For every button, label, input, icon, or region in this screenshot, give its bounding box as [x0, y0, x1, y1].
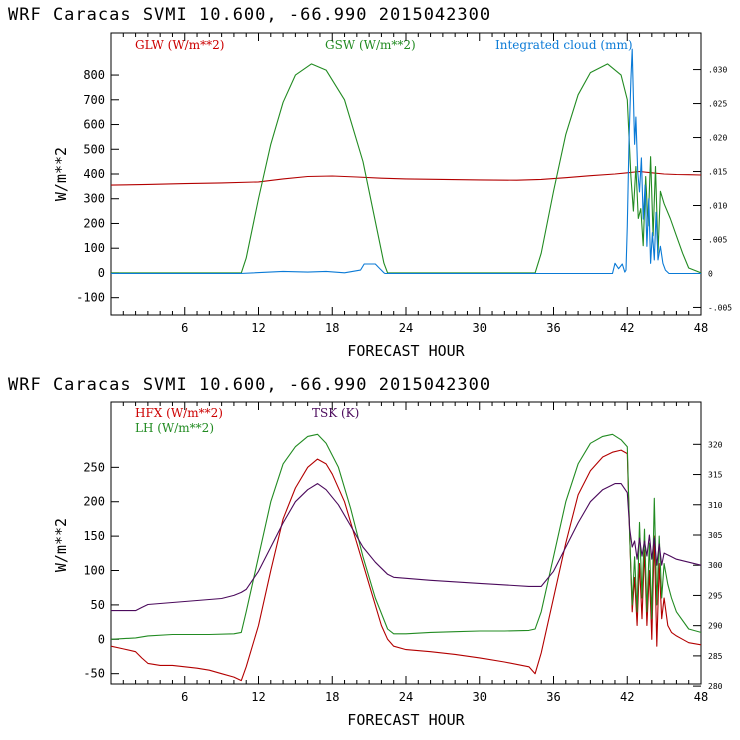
y2-tick-label: .005 — [708, 235, 727, 244]
x-tick-label: 18 — [325, 321, 339, 335]
y2-tick-label: 295 — [708, 591, 723, 600]
y2-tick-label: 305 — [708, 531, 723, 540]
panel1-ylabel: W/m**2 — [52, 147, 70, 201]
series-glw-line — [111, 170, 701, 186]
legend-entry: LH (W/m**2) — [135, 421, 214, 435]
panel2-title: WRF Caracas SVMI 10.600, -66.990 2015042… — [8, 375, 491, 395]
y2-tick-label: .030 — [708, 66, 727, 75]
y2-tick-label: 290 — [708, 622, 723, 631]
x-tick-label: 12 — [251, 690, 265, 704]
y-tick-label: 0 — [98, 266, 105, 280]
y2-tick-label: 315 — [708, 471, 723, 480]
x-tick-label: 30 — [473, 321, 487, 335]
y-tick-label: 400 — [83, 167, 105, 181]
x-tick-label: 12 — [251, 321, 265, 335]
y-tick-label: 200 — [83, 216, 105, 230]
x-tick-label: 6 — [181, 321, 188, 335]
y-tick-label: 250 — [83, 460, 105, 474]
series-tsk-line — [111, 483, 701, 612]
y-tick-label: -100 — [76, 291, 105, 305]
y-tick-label: 50 — [91, 598, 105, 612]
panel1-legend: GLW (W/m**2) GSW (W/m**2) Integrated cloud… — [135, 38, 633, 52]
y2-tick-label: 310 — [708, 501, 723, 510]
panel2-ylabel: W/m**2 — [52, 518, 70, 572]
legend-entry: GSW (W/m**2) — [325, 38, 416, 52]
y2-tick-label: 320 — [708, 440, 723, 449]
panel2-frame — [110, 401, 702, 685]
panel2-ticks: 6 12 18 24 30 36 42 48 -50 0 50 100 150 200 250 280 285 2… — [83, 402, 723, 704]
y2-tick-label: 300 — [708, 561, 723, 570]
y-tick-label: 600 — [83, 118, 105, 132]
panel2-series — [111, 433, 701, 682]
x-tick-label: 24 — [399, 690, 413, 704]
y2-tick-label: 285 — [708, 652, 723, 661]
legend-entry: GLW (W/m**2) — [135, 38, 224, 52]
x-tick-label: 24 — [399, 321, 413, 335]
panel2-legend: HFX (W/m**2)LH (W/m**2) TSK (K) — [135, 406, 359, 435]
x-tick-label: 36 — [546, 690, 560, 704]
series-lh-line — [111, 433, 701, 640]
x-tick-label: 30 — [473, 690, 487, 704]
y-tick-label: 500 — [83, 142, 105, 156]
y2-tick-label: 0 — [708, 269, 713, 278]
y2-tick-label: 280 — [708, 682, 723, 691]
y-tick-label: -50 — [83, 667, 105, 681]
y2-tick-label: .025 — [708, 100, 727, 109]
series-integrated-line — [111, 48, 701, 275]
panel1-title: WRF Caracas SVMI 10.600, -66.990 2015042… — [8, 5, 491, 25]
x-tick-label: 18 — [325, 690, 339, 704]
panel1-series — [111, 48, 701, 275]
legend-entry: HFX (W/m**2) — [135, 406, 223, 420]
y2-tick-label: .010 — [708, 202, 727, 211]
x-tick-label: 42 — [620, 690, 634, 704]
y-tick-label: 700 — [83, 93, 105, 107]
y-tick-label: 150 — [83, 529, 105, 543]
y-tick-label: 0 — [98, 632, 105, 646]
y-tick-label: 100 — [83, 241, 105, 255]
panel1-xlabel: FORECAST HOUR — [347, 342, 465, 360]
y2-tick-label: .020 — [708, 134, 727, 143]
x-tick-label: 48 — [694, 321, 708, 335]
x-tick-label: 36 — [546, 321, 560, 335]
x-tick-label: 48 — [694, 690, 708, 704]
panel2-xlabel: FORECAST HOUR — [347, 711, 465, 729]
x-tick-label: 42 — [620, 321, 634, 335]
y-tick-label: 100 — [83, 564, 105, 578]
y2-tick-label: -.005 — [708, 303, 732, 312]
legend-entry: Integrated cloud (mm) — [495, 38, 633, 52]
series-gsw-line — [111, 63, 701, 274]
x-tick-label: 6 — [181, 690, 188, 704]
legend-entry: TSK (K) — [312, 406, 359, 420]
y-tick-label: 800 — [83, 68, 105, 82]
y-tick-label: 200 — [83, 495, 105, 509]
y2-tick-label: .015 — [708, 168, 727, 177]
y-tick-label: 300 — [83, 192, 105, 206]
panel1-ticks: 6 12 18 24 30 36 42 48 -100 0 100 200 300 400 500 600 70… — [76, 33, 732, 335]
